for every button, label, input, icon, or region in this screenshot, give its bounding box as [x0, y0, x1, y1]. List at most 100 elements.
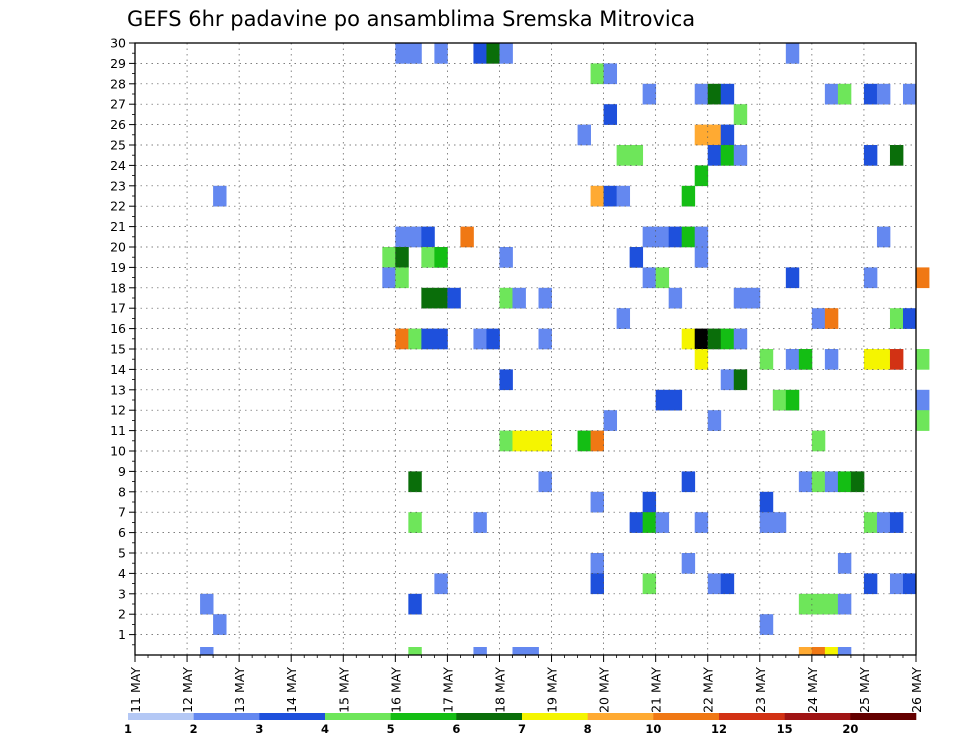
precip-cell [473, 328, 487, 350]
precip-cell [694, 226, 709, 248]
x-tick-label: 22 MAY [701, 667, 716, 713]
precip-cell [668, 287, 683, 309]
precip-cell [499, 247, 513, 268]
precip-cell [408, 226, 422, 248]
precip-cell [733, 287, 748, 309]
x-tick-label: 24 MAY [805, 667, 820, 713]
colorbar-label: 20 [842, 722, 858, 736]
precip-cell [213, 185, 227, 207]
precip-cell [889, 308, 904, 329]
colorbar-segment [259, 713, 326, 720]
y-tick-label: 12 [110, 403, 126, 418]
colorbar-label: 6 [452, 722, 460, 736]
precip-cell [538, 287, 552, 309]
precip-cell [681, 471, 696, 493]
precip-cell [590, 430, 604, 452]
colorbar-segment [784, 713, 851, 720]
precip-cell [876, 349, 891, 370]
precip-cell [395, 328, 409, 350]
precip-cell [889, 349, 904, 370]
precip-cell [590, 573, 604, 595]
precip-cell [642, 573, 657, 595]
precip-cell [694, 349, 709, 370]
colorbar-label: 2 [190, 722, 198, 736]
x-tick-label: 16 MAY [388, 667, 403, 713]
precip-cell [759, 512, 774, 533]
y-tick-label: 23 [110, 178, 126, 193]
precip-cell [824, 83, 839, 105]
y-tick-label: 16 [110, 321, 126, 336]
precip-cell [902, 83, 917, 105]
precip-cell [434, 328, 448, 350]
precip-cell [863, 267, 878, 289]
precip-cell [759, 349, 774, 370]
precip-cell [811, 308, 826, 329]
precip-cell [916, 410, 930, 431]
precip-cell [837, 471, 852, 493]
y-tick-label: 1 [118, 627, 126, 642]
precip-cell [213, 614, 227, 635]
precip-cell [707, 83, 722, 105]
colorbar-segment [325, 713, 391, 720]
precip-cell [889, 573, 904, 595]
precip-cell [434, 287, 448, 309]
y-tick-label: 2 [118, 607, 126, 622]
precip-cell [681, 226, 696, 248]
precip-cell [720, 328, 735, 350]
precip-cell [681, 553, 696, 574]
precip-cell [707, 573, 722, 595]
y-tick-label: 21 [110, 219, 126, 234]
precip-cell [603, 410, 618, 431]
precip-cell [811, 593, 826, 615]
precip-cell [421, 287, 435, 309]
precip-cell [889, 145, 904, 166]
precip-cell [798, 593, 813, 615]
y-tick-label: 25 [110, 138, 126, 153]
precip-cell [785, 43, 800, 64]
precip-cell [863, 349, 878, 370]
y-tick-label: 14 [110, 362, 126, 377]
precip-cell [642, 83, 657, 105]
precip-cell [382, 267, 396, 289]
y-axis: 1234567891011121314151617181920212223242… [110, 36, 135, 646]
y-tick-label: 6 [118, 525, 126, 540]
precip-cell [916, 267, 930, 289]
precip-cell [837, 83, 852, 105]
precip-cell [798, 471, 813, 493]
x-tick-label: 13 MAY [232, 667, 247, 713]
y-tick-label: 3 [118, 586, 126, 601]
precip-cell [421, 226, 435, 248]
precip-cell [694, 512, 709, 533]
y-tick-label: 15 [110, 342, 126, 357]
precip-cell [694, 124, 709, 146]
y-tick-label: 24 [110, 158, 126, 173]
y-tick-label: 7 [118, 505, 126, 520]
precip-cell [707, 145, 722, 166]
colorbar-label: 15 [777, 722, 793, 736]
colorbar-label: 1 [124, 722, 132, 736]
precip-cell [916, 389, 930, 411]
precip-cell [538, 328, 552, 350]
precip-cell [395, 43, 409, 64]
colorbar-label: 10 [645, 722, 661, 736]
precip-cell [772, 512, 787, 533]
precip-cell [642, 267, 657, 289]
precip-cell [460, 226, 474, 248]
precip-cell [720, 145, 735, 166]
x-tick-label: 20 MAY [597, 667, 612, 713]
precip-cell [746, 287, 761, 309]
precip-cell [720, 83, 735, 105]
precip-cell [590, 553, 604, 574]
precip-cell [876, 83, 891, 105]
precip-cell [473, 43, 487, 64]
precip-cell [499, 287, 513, 309]
precip-cell [434, 247, 448, 268]
precip-cell [616, 308, 631, 329]
precip-cell [876, 226, 891, 248]
precip-cell [811, 647, 826, 655]
precip-cell [655, 512, 670, 533]
colorbar-label: 12 [711, 722, 727, 736]
precip-cell [590, 63, 604, 85]
x-tick-label: 21 MAY [649, 667, 664, 713]
